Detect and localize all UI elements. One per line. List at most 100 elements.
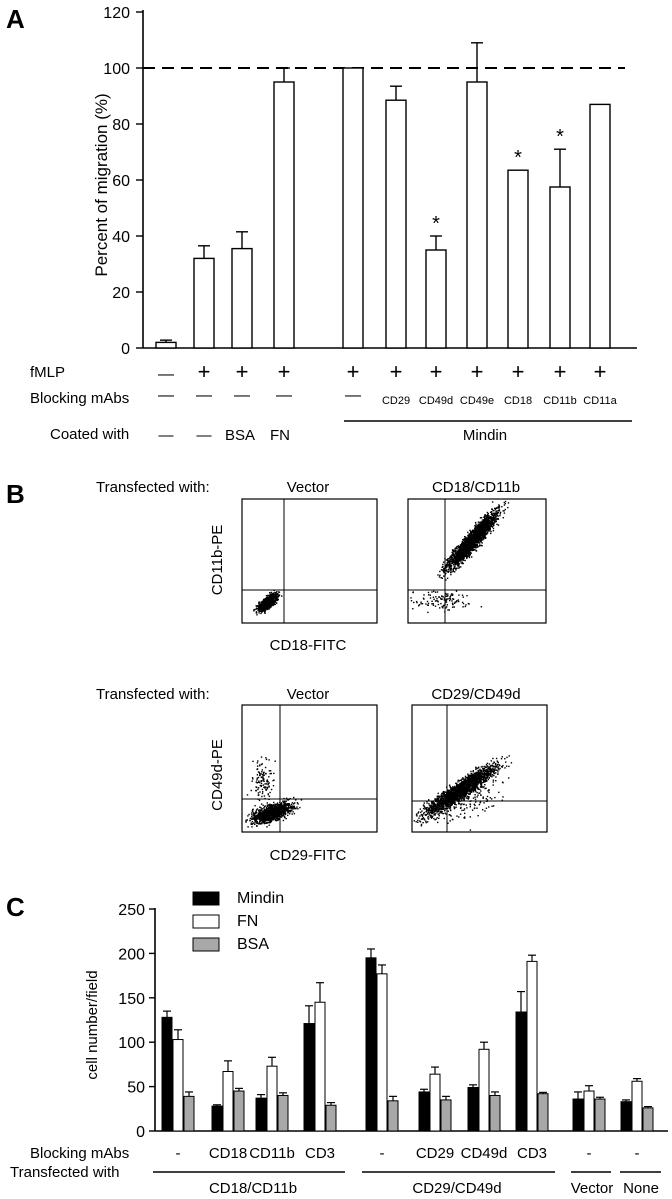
- cell-event-dot: [264, 810, 266, 812]
- cell-event-dot: [474, 525, 476, 527]
- cell-event-dot: [253, 609, 255, 611]
- cell-event-dot: [482, 527, 484, 529]
- cell-event-dot: [444, 570, 447, 572]
- cell-event-dot: [412, 591, 414, 594]
- cell-event-dot: [275, 814, 277, 816]
- cell-event-dot: [270, 815, 272, 817]
- cell-event-dot: [492, 527, 495, 530]
- significance-star: *: [514, 147, 522, 169]
- cell-event-dot: [467, 548, 469, 550]
- cell-event-dot: [257, 822, 259, 824]
- cell-event-dot: [275, 805, 277, 807]
- cell-event-dot: [481, 539, 483, 541]
- cell-event-dot: [268, 759, 270, 761]
- cell-event-dot: [470, 544, 472, 547]
- cell-event-dot: [466, 595, 468, 597]
- cell-event-dot: [470, 552, 472, 554]
- cell-event-dot: [475, 530, 477, 532]
- cell-event-dot: [482, 765, 484, 768]
- cell-event-dot: [480, 772, 483, 774]
- cell-event-dot: [279, 808, 281, 811]
- cell-event-dot: [482, 521, 484, 523]
- cell-event-dot: [487, 516, 489, 518]
- cell-event-dot: [476, 786, 478, 788]
- cell-event-dot: [264, 602, 267, 605]
- cell-event-dot: [454, 550, 457, 552]
- cell-event-dot: [267, 816, 270, 819]
- cell-event-dot: [273, 592, 275, 594]
- cell-event-dot: [477, 532, 479, 535]
- cell-event-dot: [442, 561, 445, 563]
- cell-event-dot: [272, 785, 275, 787]
- cell-event-dot: [272, 819, 275, 821]
- cell-event-dot: [436, 803, 438, 805]
- cell-event-dot: [265, 757, 267, 759]
- cell-event-dot: [457, 599, 460, 601]
- cell-event-dot: [436, 591, 439, 593]
- cell-event-dot: [261, 810, 263, 812]
- cell-event-dot: [495, 757, 498, 760]
- cell-event-dot: [444, 791, 447, 793]
- cell-event-dot: [459, 544, 462, 546]
- cell-event-dot: [466, 538, 468, 541]
- cell-event-dot: [455, 557, 458, 559]
- cell-event-dot: [427, 611, 429, 614]
- cell-event-dot: [266, 779, 269, 781]
- cell-event-dot: [276, 818, 278, 820]
- cell-event-dot: [256, 779, 258, 781]
- cell-event-dot: [425, 603, 427, 605]
- cell-event-dot: [496, 764, 499, 766]
- cell-event-dot: [264, 610, 266, 612]
- cell-event-dot: [260, 602, 263, 604]
- cell-event-dot: [477, 536, 479, 538]
- cell-event-dot: [260, 605, 262, 607]
- cell-event-dot: [454, 557, 456, 560]
- cell-event-dot: [468, 774, 471, 776]
- cell-event-dot: [486, 529, 488, 531]
- cell-event-dot: [250, 823, 252, 825]
- cell-event-dot: [487, 526, 489, 528]
- cell-event-dot: [283, 801, 285, 803]
- cell-event-dot: [269, 803, 271, 805]
- cell-event-dot: [456, 562, 459, 564]
- cell-event-dot: [282, 813, 285, 815]
- cell-event-dot: [294, 807, 297, 810]
- cell-event-dot: [253, 813, 255, 815]
- cell-event-dot: [269, 607, 271, 609]
- cell-event-dot: [263, 815, 266, 817]
- cell-event-dot: [266, 809, 268, 811]
- cell-event-dot: [265, 772, 267, 775]
- cell-event-dot: [492, 519, 495, 521]
- cell-event-dot: [488, 768, 490, 770]
- cell-event-dot: [469, 538, 472, 540]
- cell-event-dot: [469, 775, 472, 778]
- cell-event-dot: [452, 606, 454, 608]
- cell-event-dot: [262, 810, 264, 812]
- cell-event-dot: [288, 798, 290, 801]
- cell-event-dot: [271, 595, 273, 597]
- cell-event-dot: [484, 515, 486, 517]
- cell-event-dot: [494, 518, 496, 520]
- cell-event-dot: [276, 599, 278, 602]
- cell-event-dot: [460, 566, 462, 568]
- bar: [231, 247, 253, 349]
- cell-event-dot: [438, 596, 440, 598]
- cell-event-dot: [457, 563, 459, 565]
- cell-event-dot: [262, 812, 265, 814]
- cell-event-dot: [462, 795, 464, 797]
- blocking-cell: —: [158, 387, 174, 404]
- panel-b-row1-transfected-label: Transfected with:: [96, 479, 210, 496]
- cell-event-dot: [480, 532, 482, 534]
- cell-event-dot: [277, 810, 279, 812]
- cell-event-dot: [260, 608, 262, 611]
- cell-event-dot: [265, 810, 268, 812]
- cell-event-dot: [284, 812, 286, 814]
- cell-event-dot: [482, 533, 484, 536]
- cell-event-dot: [276, 811, 278, 814]
- cell-event-dot: [440, 597, 442, 599]
- cell-event-dot: [270, 603, 272, 605]
- cell-event-dot: [496, 523, 498, 526]
- cell-event-dot: [264, 786, 267, 788]
- cell-event-dot: [434, 591, 437, 593]
- cell-event-dot: [271, 811, 273, 814]
